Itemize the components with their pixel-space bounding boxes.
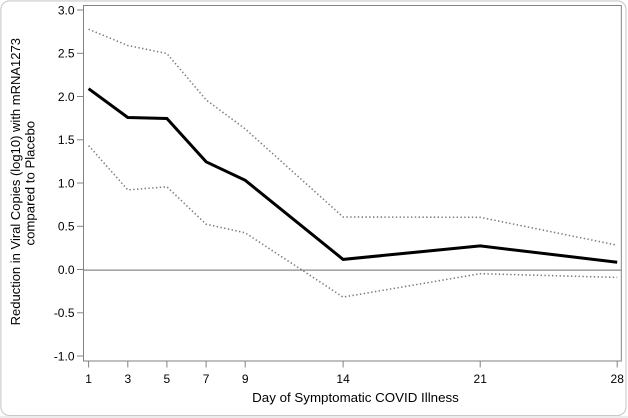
- svg-text:0.5: 0.5: [58, 220, 75, 234]
- svg-text:5: 5: [164, 372, 171, 386]
- svg-text:1: 1: [85, 372, 92, 386]
- svg-text:Day of Symptomatic COVID Illne: Day of Symptomatic COVID Illness: [252, 390, 459, 405]
- svg-text:0.0: 0.0: [58, 263, 75, 277]
- svg-text:28: 28: [611, 372, 625, 386]
- svg-text:9: 9: [242, 372, 249, 386]
- svg-text:21: 21: [474, 372, 488, 386]
- svg-text:1.0: 1.0: [58, 176, 75, 190]
- svg-text:2.0: 2.0: [58, 90, 75, 104]
- svg-text:1.5: 1.5: [58, 133, 75, 147]
- svg-text:3.0: 3.0: [58, 3, 75, 17]
- svg-text:3: 3: [124, 372, 131, 386]
- svg-text:7: 7: [203, 372, 210, 386]
- svg-text:-0.5: -0.5: [54, 306, 75, 320]
- svg-text:14: 14: [336, 372, 350, 386]
- svg-text:2.5: 2.5: [58, 47, 75, 61]
- svg-text:Reduction in Viral Copies (log: Reduction in Viral Copies (log10) with m…: [8, 38, 23, 325]
- svg-text:compared to Placebo: compared to Placebo: [22, 121, 37, 246]
- svg-text:-1.0: -1.0: [54, 349, 75, 363]
